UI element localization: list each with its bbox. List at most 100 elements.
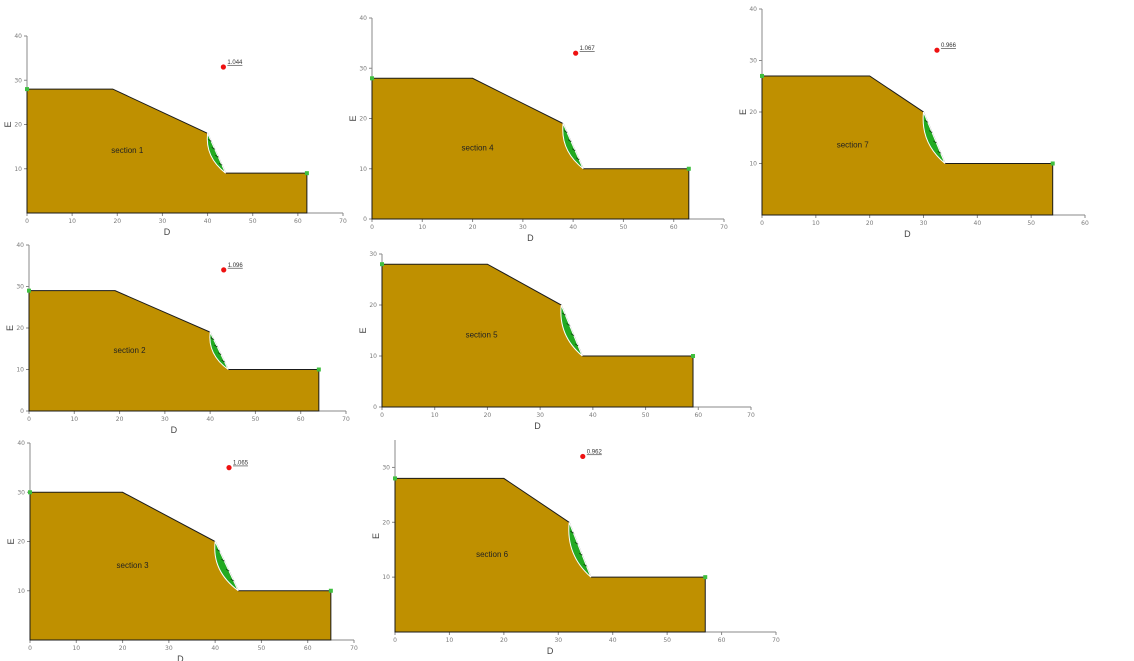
boundary-marker (27, 288, 31, 293)
section-label: section 4 (462, 144, 495, 153)
section-label: section 1 (111, 146, 144, 155)
x-tick-label: 20 (113, 218, 121, 225)
x-tick-label: 10 (446, 637, 454, 644)
boundary-marker (316, 367, 321, 372)
slip-hatch (575, 157, 580, 161)
x-axis-label: D (177, 654, 184, 661)
y-tick-label: 10 (369, 353, 377, 360)
section-label: section 6 (476, 550, 509, 559)
slip-hatch (214, 344, 218, 348)
factor-of-safety-label: 1.096 (228, 263, 244, 269)
slip-hatch (574, 541, 579, 545)
x-tick-label: 50 (258, 645, 266, 652)
boundary-marker (25, 87, 29, 92)
x-tick-label: 10 (812, 220, 820, 227)
y-tick-label: 20 (382, 519, 390, 526)
x-tick-label: 0 (380, 412, 384, 419)
slip-hatch (217, 352, 222, 355)
factor-of-safety-label: 1.065 (233, 461, 249, 467)
x-tick-label: 10 (68, 218, 76, 225)
y-tick-label: 20 (16, 325, 24, 332)
x-tick-label: 50 (663, 637, 671, 644)
soil-body (761, 75, 1054, 216)
x-tick-label: 30 (536, 412, 544, 419)
x-tick-label: 10 (72, 645, 80, 652)
y-tick-label: 20 (749, 109, 757, 116)
boundary-marker (380, 262, 384, 267)
x-tick-label: 30 (161, 416, 169, 423)
y-tick-label: 10 (16, 367, 24, 374)
x-tick-label: 0 (27, 416, 31, 423)
boundary-marker (686, 166, 691, 171)
section-label: section 3 (117, 561, 150, 570)
slip-center-point (226, 465, 232, 471)
y-tick-label: 40 (749, 6, 757, 13)
y-tick-label: 20 (369, 302, 377, 309)
slip-surface (214, 539, 239, 592)
slip-hatch (570, 530, 574, 534)
x-tick-label: 20 (119, 645, 127, 652)
boundary-marker (703, 575, 708, 580)
soil-body (394, 477, 706, 633)
slip-surface (560, 304, 583, 357)
slip-hatch (562, 312, 566, 316)
x-tick-label: 40 (569, 224, 577, 231)
x-tick-label: 30 (159, 218, 167, 225)
x-tick-label: 40 (609, 637, 617, 644)
x-tick-label: 0 (25, 218, 29, 225)
y-tick-label: 10 (14, 166, 22, 173)
slip-surface (209, 330, 229, 370)
y-tick-label: 30 (14, 77, 22, 84)
x-axis-label: D (527, 233, 534, 243)
slip-hatch (230, 578, 234, 582)
x-tick-label: 50 (252, 416, 260, 423)
x-tick-label: 30 (519, 224, 527, 231)
x-tick-label: 70 (339, 218, 347, 225)
slip-hatch (937, 150, 941, 154)
x-tick-label: 10 (70, 416, 78, 423)
x-tick-label: 10 (431, 412, 439, 419)
y-tick-label: 0 (363, 216, 367, 223)
y-tick-label: 10 (749, 161, 757, 168)
y-tick-label: 20 (14, 122, 22, 129)
slip-hatch (207, 138, 212, 142)
y-tick-label: 30 (749, 58, 757, 65)
x-tick-label: 10 (418, 224, 426, 231)
y-tick-label: 40 (17, 440, 25, 447)
x-tick-label: 0 (393, 637, 397, 644)
x-tick-label: 50 (620, 224, 628, 231)
slip-hatch (583, 563, 587, 567)
y-axis-label: E (3, 121, 13, 127)
slip-center-point (573, 50, 579, 56)
y-tick-label: 10 (359, 166, 367, 173)
soil-body (29, 491, 332, 641)
y-axis-label: E (738, 109, 748, 115)
slip-surface (922, 111, 946, 164)
y-tick-label: 40 (14, 33, 22, 40)
x-axis-label: D (904, 229, 911, 239)
section-label: section 7 (837, 140, 870, 149)
y-tick-label: 40 (359, 15, 367, 22)
slip-center-point (221, 267, 227, 273)
y-axis-label: E (371, 533, 381, 539)
slip-center-point (580, 453, 586, 460)
factor-of-safety-label: 0.966 (941, 43, 957, 49)
y-tick-label: 30 (369, 251, 377, 258)
slip-hatch (211, 146, 216, 150)
y-axis-label: E (5, 325, 15, 331)
boundary-marker (28, 490, 32, 495)
boundary-marker (691, 354, 696, 358)
y-tick-label: 10 (17, 588, 25, 595)
y-tick-label: 0 (20, 408, 24, 415)
slip-hatch (924, 119, 929, 123)
y-axis-label: E (358, 327, 368, 333)
x-tick-label: 30 (920, 220, 928, 227)
x-tick-label: 20 (469, 224, 477, 231)
x-tick-label: 0 (370, 224, 374, 231)
x-tick-label: 50 (642, 412, 650, 419)
x-tick-label: 40 (211, 645, 219, 652)
x-axis-label: D (534, 421, 541, 431)
